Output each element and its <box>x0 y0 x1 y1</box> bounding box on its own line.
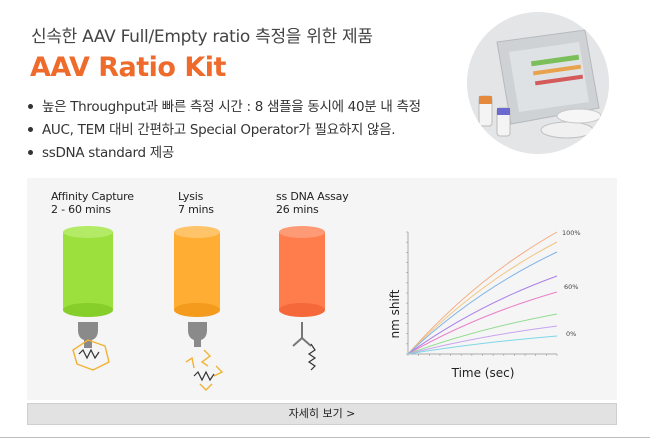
feature-text: AUC, TEM 대비 간편하고 Special Operator가 필요하지 … <box>42 122 396 138</box>
kit-package-illustration <box>467 12 609 154</box>
curve-label-100: 100% <box>562 229 581 237</box>
feature-text: ssDNA standard 제공 <box>42 145 174 161</box>
chart-curve <box>407 325 558 355</box>
curve-label-60: 60% <box>564 283 578 291</box>
step-name: Affinity Capture <box>51 190 134 203</box>
chart-curve <box>407 275 558 355</box>
feature-text: 높은 Throughput과 빠른 측정 시간 : 8 샘플을 동시에 40분 … <box>42 99 421 115</box>
header-subtitle: 신속한 AAV Full/Empty ratio 측정을 위한 제품 <box>31 27 373 47</box>
bullet-icon <box>28 149 33 155</box>
feature-item: 높은 Throughput과 빠른 측정 시간 : 8 샘플을 동시에 40분 … <box>28 96 421 119</box>
step-name: ss DNA Assay <box>276 190 349 203</box>
feature-item: AUC, TEM 대비 간편하고 Special Operator가 필요하지 … <box>28 119 421 142</box>
chart-curve <box>407 291 558 355</box>
chart-curve <box>407 251 558 355</box>
workflow-panel: Affinity Capture 2 - 60 mins Lysis 7 min… <box>27 178 617 400</box>
step-ss-dna-assay: ss DNA Assay 26 mins <box>276 190 349 216</box>
biosensor-lysis-icon <box>174 226 224 391</box>
bottom-divider <box>0 437 650 438</box>
chart-curve <box>407 241 558 355</box>
chart-curve <box>407 335 558 355</box>
bullet-icon <box>28 103 33 109</box>
feature-item: ssDNA standard 제공 <box>28 142 421 165</box>
nm-shift-chart: nm shift 100% 60% 0% Time (sec) <box>388 229 581 380</box>
chart-curve <box>407 313 558 355</box>
biosensor-affinity-capture-icon <box>63 226 113 371</box>
feature-list: 높은 Throughput과 빠른 측정 시간 : 8 샘플을 동시에 40분 … <box>28 96 421 165</box>
curve-label-0: 0% <box>566 330 576 338</box>
step-time: 2 - 60 mins <box>51 203 111 216</box>
chart-curve <box>407 231 558 355</box>
chart-ylabel: nm shift <box>388 289 402 338</box>
product-photo <box>467 12 609 154</box>
step-name: Lysis <box>178 190 204 203</box>
step-time: 7 mins <box>178 203 214 216</box>
biosensor-ssdna-assay-icon <box>279 226 325 371</box>
bullet-icon <box>28 126 33 132</box>
product-title: AAV Ratio Kit <box>30 52 226 83</box>
step-lysis: Lysis 7 mins <box>178 190 214 216</box>
view-details-button[interactable]: 자세히 보기 > <box>27 403 617 425</box>
chart-xlabel: Time (sec) <box>451 366 515 380</box>
step-time: 26 mins <box>276 203 319 216</box>
step-affinity-capture: Affinity Capture 2 - 60 mins <box>51 190 134 216</box>
